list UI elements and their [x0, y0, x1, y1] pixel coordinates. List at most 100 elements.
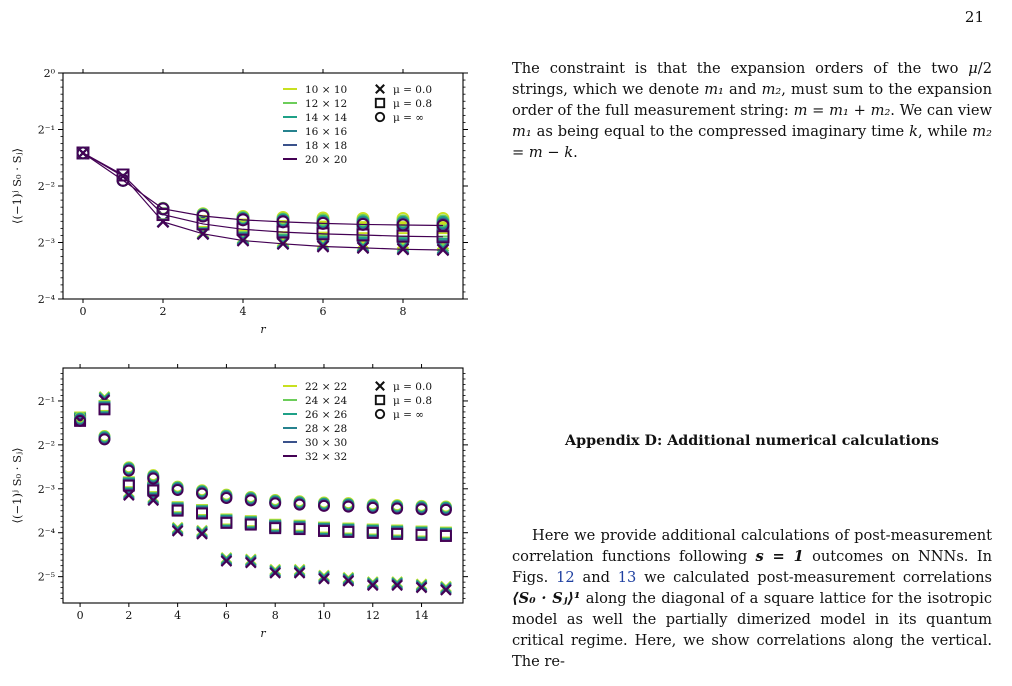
data-point: [156, 202, 170, 216]
data-point: [415, 503, 428, 516]
x-tick-label: 4: [240, 305, 247, 318]
data-point: [276, 237, 290, 251]
data-point: [220, 555, 233, 567]
legend-marker: [374, 97, 386, 109]
panel-bottom: 0 2 4 6 8 10 12 14 2⁻¹ 2⁻² 2⁻³ 2⁻⁴ 2⁻⁵ r ⟨(−1)ʲ S₀ · S…: [10, 364, 468, 640]
data-point: [122, 464, 135, 477]
data-point: [342, 575, 355, 587]
data-point: [244, 518, 257, 531]
data-point: [391, 502, 404, 515]
data-point: [367, 579, 379, 592]
data-point: [396, 243, 410, 256]
legend-label: 14 × 14: [305, 112, 348, 124]
data-point: [356, 241, 370, 255]
x-tick-label: 6: [320, 305, 327, 318]
data-point: [391, 528, 404, 540]
figure-correlations: 0 2 4 6 8 2⁰ 2⁻¹ 2⁻² 2⁻³ 2⁻⁴ r ⟨(−1)ʲ S₀ · Sⱼ⟩ 10 × …: [10, 67, 468, 640]
legend-label: 22 × 22: [305, 381, 347, 393]
legend-label: 24 × 24: [305, 395, 348, 407]
data-point: [98, 403, 111, 416]
data-point: [122, 479, 135, 492]
page-number: 21: [964, 8, 984, 26]
data-point: [396, 218, 410, 232]
x-tick-label: 6: [223, 609, 230, 622]
data-point: [244, 494, 257, 507]
data-point: [123, 489, 135, 502]
paragraph-appendix: Here we provide additional calculations …: [512, 525, 992, 672]
y-tick-label: 2⁻⁴: [38, 293, 56, 306]
data-point: [293, 498, 306, 511]
data-point: [293, 567, 306, 579]
legend-marker: [375, 381, 385, 391]
y-tick-label: 2⁻³: [38, 237, 55, 250]
x-axis-label: r: [260, 627, 266, 640]
fig-12-link[interactable]: 12: [556, 569, 575, 586]
data-point: [293, 523, 306, 536]
data-point: [74, 414, 87, 427]
text-run: Here we provide additional calculations …: [512, 527, 992, 565]
text-run: outcomes on NNNs. In Figs.: [512, 548, 992, 586]
data-point: [366, 527, 379, 539]
math-mu: μ: [968, 60, 978, 77]
math-eq2: m₂ = m − k: [512, 123, 992, 161]
fig-13-link[interactable]: 13: [617, 569, 637, 586]
x-tick-label: 8: [272, 609, 279, 622]
data-point: [342, 500, 355, 513]
data-point: [415, 529, 428, 541]
x-tick-label: 14: [415, 609, 429, 622]
y-tick-label: 2⁻⁴: [38, 527, 56, 540]
legend-label: μ = ∞: [393, 409, 424, 421]
legend-label: μ = 0.8: [393, 395, 432, 407]
y-tick-label: 2⁰: [44, 67, 56, 80]
y-tick-label: 2⁻¹: [38, 395, 55, 408]
legend-label: 26 × 26: [305, 409, 348, 421]
legend-marker: [374, 111, 386, 123]
text-run: The constraint is that the expansion ord…: [512, 60, 969, 77]
x-tick-label: 0: [80, 305, 87, 318]
legend-label: 20 × 20: [305, 154, 347, 166]
math-correlation: ⟨S₀ · Sⱼ⟩¹: [512, 590, 581, 607]
x-tick-label: 12: [366, 609, 380, 622]
data-point: [439, 504, 452, 516]
math-m1: m₁: [512, 123, 532, 140]
data-point: [196, 528, 208, 540]
x-axis-label: r: [260, 323, 266, 336]
x-tick-label: 2: [160, 305, 167, 318]
data-point: [196, 487, 208, 500]
legend-marker: [374, 408, 386, 420]
legend-label: μ = ∞: [393, 112, 424, 124]
text-run: we calculated post-measurement correlati…: [636, 569, 992, 586]
y-tick-label: 2⁻²: [38, 439, 55, 452]
data-point: [76, 146, 90, 160]
legend-label: 28 × 28: [305, 423, 347, 435]
x-tick-label: 8: [400, 305, 407, 318]
section-heading: Appendix D: Additional numerical calcula…: [565, 433, 939, 449]
data-point: [439, 530, 452, 542]
legend-label: 16 × 16: [305, 126, 348, 138]
data-point: [356, 217, 370, 231]
data-point: [436, 219, 450, 232]
x-tick-label: 2: [125, 609, 132, 622]
data-point: [171, 484, 184, 496]
data-point: [269, 522, 282, 535]
text-run: , while: [917, 123, 973, 140]
data-point: [171, 504, 184, 517]
series-line: [82, 152, 444, 227]
legend-marker: [375, 84, 385, 94]
math-k: k: [909, 123, 918, 140]
x-tick-label: 0: [77, 609, 84, 622]
y-axis-label: ⟨(−1)ʲ S₀ · Sⱼ⟩: [10, 148, 24, 224]
axes-frame: [62, 367, 464, 604]
series-line: [82, 152, 444, 251]
math-m2: m₂: [761, 81, 782, 98]
data-point: [147, 484, 160, 497]
x-tick-label: 4: [174, 609, 181, 622]
legend-label: μ = 0.0: [393, 84, 432, 96]
data-point: [245, 557, 257, 569]
data-point: [316, 240, 330, 253]
text-run: and: [723, 81, 762, 98]
data-point: [366, 501, 379, 514]
data-point: [391, 579, 403, 592]
data-point: [342, 526, 355, 538]
paragraph-constraint: The constraint is that the expansion ord…: [512, 58, 992, 163]
